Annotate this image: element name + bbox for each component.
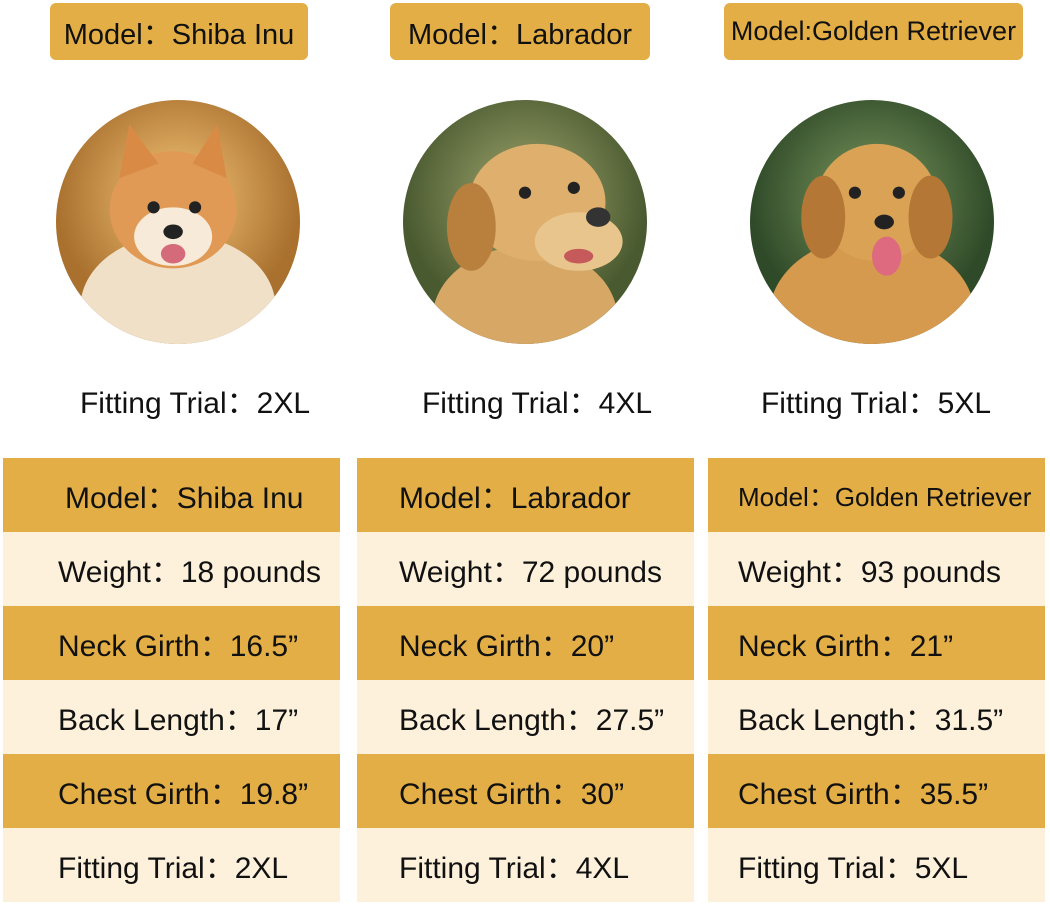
badge-shiba: Model：Shiba Inu xyxy=(50,3,308,60)
table-row: Fitting Trial：2XL xyxy=(3,828,340,902)
labrador-photo xyxy=(403,100,647,344)
fitting-trial-shiba: Fitting Trial：2XL xyxy=(79,387,311,420)
table-row: Weight：72 pounds xyxy=(357,532,694,606)
table-row: Neck Girth：21” xyxy=(708,606,1045,680)
table-row: Weight：18 pounds xyxy=(3,532,340,606)
size-table-golden: Model：Golden Retriever Weight：93 pounds … xyxy=(708,458,1045,902)
table-row: Chest Girth：30” xyxy=(357,754,694,828)
table-row: Back Length：31.5” xyxy=(708,680,1045,754)
table-row: Chest Girth：19.8” xyxy=(3,754,340,828)
table-row: Neck Girth：16.5” xyxy=(3,606,340,680)
table-row: Model：Shiba Inu xyxy=(3,458,340,532)
size-table-shiba: Model：Shiba Inu Weight：18 pounds Neck Gi… xyxy=(3,458,340,902)
table-row: Chest Girth：35.5” xyxy=(708,754,1045,828)
table-row: Model：Golden Retriever xyxy=(708,458,1045,532)
size-table-labrador: Model：Labrador Weight：72 pounds Neck Gir… xyxy=(357,458,694,902)
shiba-inu-photo xyxy=(56,100,300,344)
table-row: Neck Girth：20” xyxy=(357,606,694,680)
fitting-trial-labrador: Fitting Trial：4XL xyxy=(421,387,653,420)
golden-retriever-photo xyxy=(750,100,994,344)
table-row: Back Length：17” xyxy=(3,680,340,754)
badge-labrador: Model：Labrador xyxy=(390,3,650,60)
table-row: Fitting Trial：4XL xyxy=(357,828,694,902)
table-row: Fitting Trial：5XL xyxy=(708,828,1045,902)
badge-golden: Model:Golden Retriever xyxy=(724,3,1023,60)
table-row: Model：Labrador xyxy=(357,458,694,532)
fitting-trial-golden: Fitting Trial：5XL xyxy=(760,387,992,420)
table-row: Weight：93 pounds xyxy=(708,532,1045,606)
table-row: Back Length：27.5” xyxy=(357,680,694,754)
